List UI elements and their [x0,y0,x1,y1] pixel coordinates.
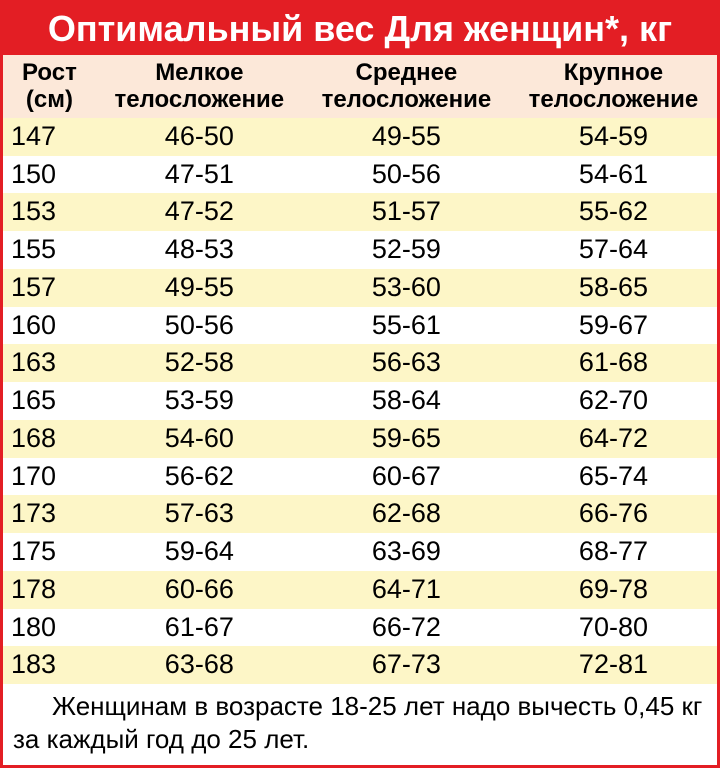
table-cell: 57-63 [96,495,303,533]
table-cell: 54-60 [96,420,303,458]
table-cell: 68-77 [510,533,717,571]
table-cell: 65-74 [510,458,717,496]
table-cell: 61-67 [96,609,303,647]
table-row: 17860-6664-7169-78 [3,571,717,609]
table-cell: 155 [3,231,96,269]
table-cell: 163 [3,344,96,382]
col-medium: Среднее телосложение [303,55,510,118]
table-cell: 54-61 [510,156,717,194]
table-cell: 55-62 [510,193,717,231]
table-row: 16854-6059-6564-72 [3,420,717,458]
table-cell: 59-64 [96,533,303,571]
table-cell: 62-68 [303,495,510,533]
table-cell: 52-58 [96,344,303,382]
table-cell: 62-70 [510,382,717,420]
table-body: 14746-5049-5554-5915047-5150-5654-611534… [3,118,717,684]
table-cell: 168 [3,420,96,458]
table-cell: 183 [3,646,96,684]
table-title: Оптимальный вес Для женщин*, кг [3,3,717,55]
table-cell: 69-78 [510,571,717,609]
table-cell: 52-59 [303,231,510,269]
table-cell: 48-53 [96,231,303,269]
table-cell: 63-68 [96,646,303,684]
table-cell: 60-66 [96,571,303,609]
table-cell: 150 [3,156,96,194]
table-cell: 47-52 [96,193,303,231]
table-cell: 67-73 [303,646,510,684]
table-cell: 56-62 [96,458,303,496]
table-cell: 180 [3,609,96,647]
table-cell: 153 [3,193,96,231]
table-row: 17357-6362-6866-76 [3,495,717,533]
table-row: 16352-5856-6361-68 [3,344,717,382]
table-row: 18363-6867-7372-81 [3,646,717,684]
col-small: Мелкое телосложение [96,55,303,118]
col-large: Крупное телосложение [510,55,717,118]
table-footnote: Женщинам в возрасте 18-25 лет надо вычес… [3,684,717,765]
table-cell: 64-72 [510,420,717,458]
table-cell: 165 [3,382,96,420]
table-cell: 175 [3,533,96,571]
table-cell: 49-55 [96,269,303,307]
table-row: 16553-5958-6462-70 [3,382,717,420]
table-cell: 147 [3,118,96,156]
table-cell: 46-50 [96,118,303,156]
table-cell: 72-81 [510,646,717,684]
table-cell: 60-67 [303,458,510,496]
table-row: 18061-6766-7270-80 [3,609,717,647]
table-row: 15548-5352-5957-64 [3,231,717,269]
table-cell: 53-59 [96,382,303,420]
table-cell: 55-61 [303,307,510,345]
table-cell: 59-65 [303,420,510,458]
table-header: Рост (см) Мелкое телосложение Среднее те… [3,55,717,118]
table-cell: 54-59 [510,118,717,156]
table-cell: 56-63 [303,344,510,382]
table-cell: 50-56 [96,307,303,345]
table-cell: 66-76 [510,495,717,533]
table-cell: 157 [3,269,96,307]
table-cell: 50-56 [303,156,510,194]
table-row: 17559-6463-6968-77 [3,533,717,571]
table-cell: 178 [3,571,96,609]
table-cell: 170 [3,458,96,496]
table-row: 15749-5553-6058-65 [3,269,717,307]
table-cell: 47-51 [96,156,303,194]
table-cell: 59-67 [510,307,717,345]
table-cell: 160 [3,307,96,345]
table-row: 15347-5251-5755-62 [3,193,717,231]
table-cell: 49-55 [303,118,510,156]
table-cell: 58-65 [510,269,717,307]
table-cell: 58-64 [303,382,510,420]
table-row: 17056-6260-6765-74 [3,458,717,496]
weight-table-container: Оптимальный вес Для женщин*, кг Рост (см… [0,0,720,768]
col-height: Рост (см) [3,55,96,118]
table-cell: 53-60 [303,269,510,307]
table-cell: 173 [3,495,96,533]
table-cell: 63-69 [303,533,510,571]
table-row: 16050-5655-6159-67 [3,307,717,345]
table-cell: 66-72 [303,609,510,647]
table-cell: 57-64 [510,231,717,269]
table-row: 15047-5150-5654-61 [3,156,717,194]
table-row: 14746-5049-5554-59 [3,118,717,156]
table-cell: 70-80 [510,609,717,647]
weight-table: Рост (см) Мелкое телосложение Среднее те… [3,55,717,684]
table-cell: 61-68 [510,344,717,382]
table-cell: 51-57 [303,193,510,231]
table-cell: 64-71 [303,571,510,609]
